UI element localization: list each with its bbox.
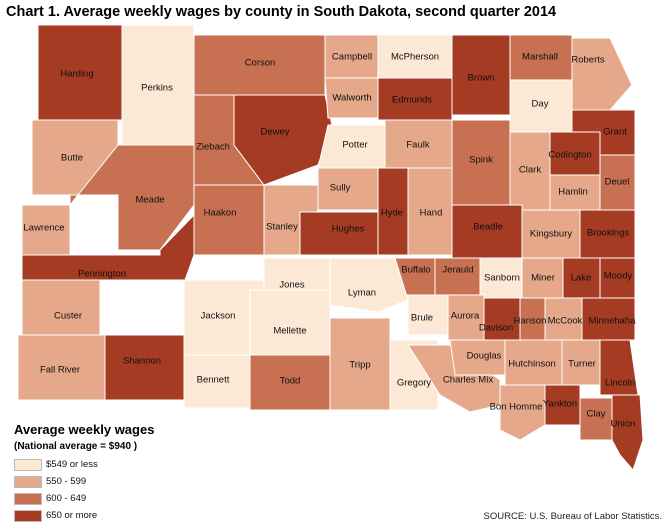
county-label-hanson: Hanson <box>514 316 547 327</box>
county-label-walworth: Walworth <box>332 93 371 104</box>
county-label-mccook: McCook <box>548 316 583 327</box>
county-label-davison: Davison <box>479 323 513 334</box>
county-label-stanley: Stanley <box>266 222 298 233</box>
county-label-sully: Sully <box>330 183 351 194</box>
county-label-turner: Turner <box>568 359 596 370</box>
county-label-haakon: Haakon <box>204 208 237 219</box>
county-label-bon-homme: Bon Homme <box>490 402 543 413</box>
county-label-yankton: Yankton <box>543 399 577 410</box>
county-dewey <box>233 94 333 186</box>
county-label-deuel: Deuel <box>605 177 630 188</box>
county-label-lake: Lake <box>571 273 592 284</box>
county-label-dewey: Dewey <box>260 127 289 138</box>
legend-label: 550 - 599 <box>46 476 87 487</box>
county-roberts <box>571 37 633 111</box>
legend-swatch <box>14 458 42 471</box>
legend-item: 650 or more <box>14 507 154 524</box>
county-label-gregory: Gregory <box>397 378 432 389</box>
county-label-aurora: Aurora <box>451 311 480 322</box>
county-label-fall-river: Fall River <box>40 365 80 376</box>
county-union <box>611 394 644 471</box>
county-hughes <box>299 211 379 256</box>
map-title: Chart 1. Average weekly wages by county … <box>6 4 557 20</box>
county-custer <box>21 279 101 336</box>
county-label-hughes: Hughes <box>332 224 365 235</box>
legend-item: 600 - 649 <box>14 490 154 507</box>
county-label-buffalo: Buffalo <box>401 265 430 276</box>
legend-title: Average weekly wages <box>14 422 155 437</box>
county-label-beadle: Beadle <box>473 222 503 233</box>
county-label-edmunds: Edmunds <box>392 95 432 106</box>
county-label-todd: Todd <box>280 376 301 387</box>
county-label-roberts: Roberts <box>571 55 605 66</box>
legend-item: $549 or less <box>14 456 154 473</box>
county-label-sanborn: Sanborn <box>484 273 520 284</box>
county-label-brule: Brule <box>411 313 433 324</box>
county-label-meade: Meade <box>135 195 164 206</box>
county-label-hyde: Hyde <box>381 208 403 219</box>
county-label-custer: Custer <box>54 311 82 322</box>
county-label-douglas: Douglas <box>467 351 502 362</box>
county-label-kingsbury: Kingsbury <box>530 229 572 240</box>
county-minnehaha <box>581 297 636 341</box>
county-label-lincoln: Lincoln <box>605 378 635 389</box>
county-label-harding: Harding <box>60 69 93 80</box>
county-label-campbell: Campbell <box>332 52 372 63</box>
legend-swatch <box>14 492 42 505</box>
county-label-jones: Jones <box>279 280 305 291</box>
county-label-clay: Clay <box>586 409 605 420</box>
county-label-hutchinson: Hutchinson <box>508 359 556 370</box>
county-label-mcpherson: McPherson <box>391 52 439 63</box>
county-label-ziebach: Ziebach <box>196 142 230 153</box>
county-bon-homme <box>499 384 546 441</box>
county-label-faulk: Faulk <box>406 140 429 151</box>
county-label-hamlin: Hamlin <box>558 187 588 198</box>
county-label-codington: Codington <box>548 150 591 161</box>
county-label-shannon: Shannon <box>123 356 161 367</box>
county-label-bennett: Bennett <box>197 375 230 386</box>
county-label-hand: Hand <box>420 208 443 219</box>
legend-label: 600 - 649 <box>46 493 87 504</box>
county-label-marshall: Marshall <box>522 52 558 63</box>
county-label-miner: Miner <box>531 273 555 284</box>
county-label-moody: Moody <box>604 271 633 282</box>
legend-subtitle: (National average = $940 ) <box>14 441 138 452</box>
county-label-butte: Butte <box>61 153 83 164</box>
source-note: SOURCE: U.S. Bureau of Labor Statistics. <box>483 511 662 522</box>
county-haakon <box>193 184 265 256</box>
county-meade <box>69 144 195 251</box>
county-label-pennington: Pennington <box>78 269 126 280</box>
legend-item: 550 - 599 <box>14 473 154 490</box>
county-label-clark: Clark <box>519 165 541 176</box>
county-label-charles-mix: Charles Mix <box>443 375 493 386</box>
county-label-jerauld: Jerauld <box>442 265 473 276</box>
legend-items: $549 or less 550 - 599 600 - 649 650 or mor… <box>14 456 154 524</box>
county-label-lyman: Lyman <box>348 288 376 299</box>
county-label-grant: Grant <box>603 127 627 138</box>
county-shannon <box>104 334 185 401</box>
county-label-potter: Potter <box>342 140 367 151</box>
legend-label: 650 or more <box>46 510 98 521</box>
county-label-tripp: Tripp <box>349 360 370 371</box>
county-label-day: Day <box>532 99 549 110</box>
county-label-jackson: Jackson <box>201 311 236 322</box>
county-label-perkins: Perkins <box>141 83 173 94</box>
legend-swatch <box>14 475 42 488</box>
county-label-corson: Corson <box>245 58 276 69</box>
county-label-mellette: Mellette <box>273 326 306 337</box>
county-lyman <box>329 257 409 313</box>
county-label-minnehaha: Minnehaha <box>588 316 636 327</box>
legend: Average weekly wages (National average =… <box>14 422 154 524</box>
county-label-union: Union <box>611 419 636 430</box>
county-mellette <box>249 289 331 356</box>
legend-label: $549 or less <box>46 459 98 470</box>
county-label-lawrence: Lawrence <box>23 223 64 234</box>
legend-swatch <box>14 509 42 522</box>
county-label-brown: Brown <box>468 73 495 84</box>
county-label-brookings: Brookings <box>587 228 629 239</box>
county-label-spink: Spink <box>469 155 493 166</box>
